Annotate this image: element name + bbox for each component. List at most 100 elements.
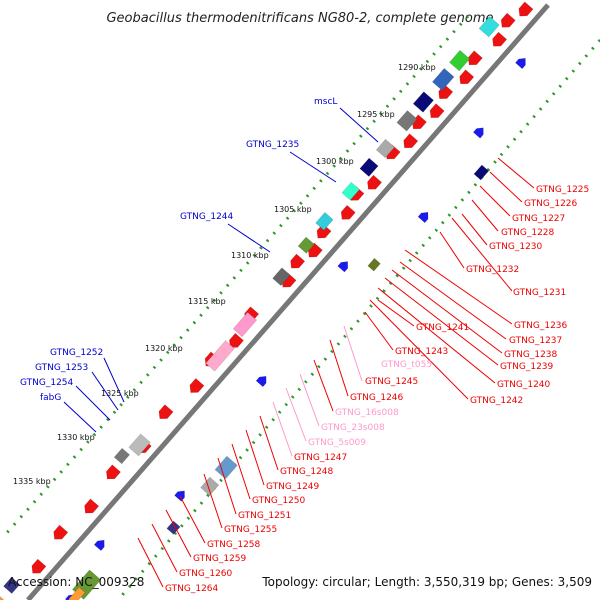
gene-block-olive bbox=[367, 257, 381, 272]
label-leader-line bbox=[399, 261, 507, 340]
gene-label-reverse: GTNG_1231 bbox=[513, 288, 566, 298]
genome-backbone-core bbox=[26, 3, 550, 600]
gene-block-cyan bbox=[478, 15, 500, 38]
tick-label: 1290 kbp bbox=[398, 63, 436, 72]
forward-gene-block bbox=[255, 375, 267, 388]
gene-label-reverse: GTNG_1255 bbox=[224, 525, 277, 535]
gene-block-olive bbox=[297, 236, 315, 254]
gene-label-reverse: GTNG_1239 bbox=[500, 362, 554, 372]
label-leader-line bbox=[343, 325, 363, 382]
label-leader-line bbox=[439, 231, 465, 269]
gene-label-forward: mscL bbox=[314, 97, 337, 107]
gene-label-rna: GTNG_t055 bbox=[381, 360, 432, 370]
gene-label-forward: GTNG_1252 bbox=[50, 348, 103, 358]
label-leader-line bbox=[285, 387, 307, 442]
tick-label: 1330 kbp bbox=[57, 433, 95, 442]
gene-block-silver bbox=[128, 433, 151, 457]
reverse-gene-block bbox=[189, 377, 205, 393]
label-leader-line bbox=[151, 523, 178, 573]
reverse-gene-block bbox=[403, 133, 419, 149]
gene-label-rna: GTNG_5s009 bbox=[308, 438, 366, 448]
forward-gene-block bbox=[174, 490, 185, 502]
gene-label-rna: GTNG_23s008 bbox=[321, 423, 385, 433]
label-leader-line bbox=[165, 509, 192, 558]
tick-label: 1295 kbp bbox=[357, 110, 395, 119]
gene-label-reverse: GTNG_1240 bbox=[497, 380, 551, 390]
gene-block-navy bbox=[412, 91, 434, 113]
gene-label-reverse: GTNG_1246 bbox=[350, 393, 404, 403]
tick-label: 1325 kbp bbox=[101, 389, 139, 398]
gene-block-steelblue bbox=[214, 455, 238, 480]
gene-label-forward: GTNG_1254 bbox=[20, 378, 74, 388]
label-leaders bbox=[63, 107, 535, 588]
gene-label-reverse: GTNG_1225 bbox=[536, 185, 589, 195]
gene-block-silver bbox=[375, 138, 395, 159]
label-leader-line bbox=[369, 299, 469, 400]
gene-block-mint bbox=[341, 181, 360, 201]
gene-block-navy bbox=[3, 576, 21, 594]
reverse-gene-block bbox=[518, 1, 534, 17]
gene-block-dark-grey bbox=[272, 267, 291, 287]
label-leader-line bbox=[489, 171, 523, 203]
tick-label: 1310 kbp bbox=[231, 251, 269, 260]
label-leader-line bbox=[497, 157, 535, 189]
gene-block-navy bbox=[359, 157, 379, 177]
gene-label-reverse: GTNG_1264 bbox=[165, 584, 219, 594]
gene-label-reverse: GTNG_1259 bbox=[193, 554, 247, 564]
label-leader-line bbox=[63, 401, 97, 433]
label-leader-line bbox=[404, 249, 513, 325]
tick-label: 1320 kbp bbox=[145, 344, 183, 353]
rna-block-16s bbox=[232, 311, 258, 338]
label-leader-line bbox=[137, 537, 164, 588]
forward-gene-block bbox=[93, 539, 105, 552]
reverse-gene-block bbox=[500, 12, 516, 28]
reverse-gene-block bbox=[467, 50, 483, 66]
tick-track-outer bbox=[2, 15, 470, 537]
label-leader-line bbox=[91, 371, 119, 411]
rna-block-23s bbox=[205, 340, 235, 372]
gene-block-silver bbox=[200, 476, 220, 496]
tick-label: 1305 kbp bbox=[274, 205, 312, 214]
label-leader-line bbox=[377, 299, 415, 327]
label-leader-line bbox=[451, 217, 513, 292]
gene-label-reverse: GTNG_1251 bbox=[238, 511, 291, 521]
label-leader-line bbox=[272, 401, 293, 457]
reverse-gene-block bbox=[492, 31, 508, 47]
gene-label-reverse: GTNG_1248 bbox=[280, 467, 334, 477]
gene-block-blue bbox=[431, 67, 455, 91]
label-leader-line bbox=[384, 277, 499, 366]
label-leader-line bbox=[377, 287, 496, 384]
gene-block-teal bbox=[315, 211, 334, 231]
gene-label-reverse: GTNG_1242 bbox=[470, 396, 523, 406]
reverse-gene-block bbox=[459, 69, 475, 85]
gene-label-forward: GTNG_1235 bbox=[246, 140, 299, 150]
gene-label-reverse: GTNG_1247 bbox=[294, 453, 347, 463]
label-leader-line bbox=[299, 373, 320, 427]
label-leader-line bbox=[461, 213, 488, 246]
gene-label-reverse: GTNG_1237 bbox=[509, 336, 562, 346]
reverse-gene-block bbox=[84, 498, 100, 514]
gene-label-forward: GTNG_1244 bbox=[180, 212, 234, 222]
label-leader-line bbox=[203, 473, 223, 529]
forward-gene-block bbox=[337, 261, 349, 273]
gene-label-reverse: GTNG_1250 bbox=[252, 496, 306, 506]
reverse-gene-block bbox=[158, 404, 174, 420]
label-leader-line bbox=[364, 311, 394, 351]
label-leader-line bbox=[259, 415, 279, 471]
gene-label-reverse: GTNG_1226 bbox=[524, 199, 578, 209]
label-leader-line bbox=[339, 107, 379, 143]
label-leader-line bbox=[217, 457, 237, 515]
gene-label-reverse: GTNG_1238 bbox=[504, 350, 558, 360]
gene-label-reverse: GTNG_1258 bbox=[207, 540, 261, 550]
gene-block-navy bbox=[473, 164, 490, 181]
reverse-gene-block bbox=[290, 253, 306, 269]
topology-text: Topology: circular; Length: 3,550,319 bp… bbox=[261, 575, 592, 589]
label-leader-line bbox=[391, 269, 503, 354]
forward-gene-block bbox=[417, 211, 429, 224]
gene-block-orange bbox=[68, 586, 86, 600]
label-leader-line bbox=[245, 429, 265, 486]
label-leader-line bbox=[75, 385, 111, 421]
forward-gene-block bbox=[514, 57, 526, 70]
gene-label-rna: GTNG_16s008 bbox=[335, 408, 399, 418]
